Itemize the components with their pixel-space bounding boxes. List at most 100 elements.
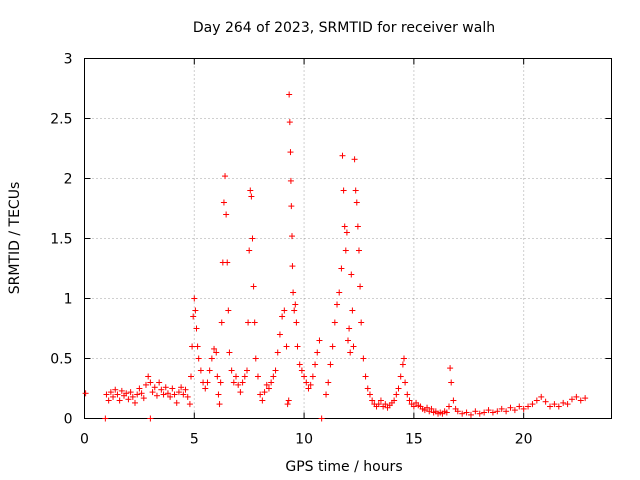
data-point	[447, 365, 454, 372]
data-point	[156, 379, 163, 386]
data-point	[164, 390, 171, 397]
data-point	[192, 307, 199, 314]
data-point	[167, 393, 174, 400]
data-point	[222, 173, 229, 180]
data-point	[285, 397, 292, 404]
y-tick-label: 0	[64, 412, 73, 428]
data-point	[138, 390, 145, 397]
data-point	[350, 343, 357, 350]
data-point	[351, 156, 358, 163]
data-point	[254, 373, 261, 380]
data-point	[366, 391, 373, 398]
data-point	[307, 381, 314, 388]
data-point	[112, 386, 119, 393]
data-point	[107, 389, 114, 396]
data-point	[251, 319, 258, 326]
x-tick-label: 5	[190, 432, 199, 448]
data-point	[347, 349, 354, 356]
data-point	[186, 401, 193, 408]
data-point	[298, 367, 305, 374]
data-point	[309, 373, 316, 380]
data-point	[213, 349, 220, 356]
data-point	[354, 223, 361, 230]
data-point	[147, 415, 154, 422]
data-point	[338, 265, 345, 272]
y-tick-label: 1.5	[50, 232, 72, 248]
data-point	[272, 367, 279, 374]
data-point	[520, 405, 527, 412]
data-point	[448, 379, 455, 386]
data-point	[331, 319, 338, 326]
data-point	[190, 313, 197, 320]
data-point	[171, 391, 178, 398]
data-point	[116, 397, 123, 404]
data-point	[293, 319, 300, 326]
data-point	[218, 319, 225, 326]
data-point	[397, 373, 404, 380]
data-point	[247, 187, 254, 194]
data-point	[250, 283, 257, 290]
data-point	[283, 343, 290, 350]
data-point	[202, 385, 209, 392]
data-point	[189, 343, 196, 350]
data-point	[402, 379, 409, 386]
data-point	[103, 391, 110, 398]
data-point	[197, 367, 204, 374]
data-point	[224, 259, 231, 266]
data-point	[582, 395, 589, 402]
y-tick-label: 1	[64, 292, 73, 308]
axis-ticks: 0 0.5 1 1.5 2 2.5 3 0 5 10 15 20	[50, 52, 612, 448]
data-point	[494, 408, 501, 415]
data-point	[329, 343, 336, 350]
data-point	[286, 91, 293, 98]
data-point	[208, 355, 215, 362]
data-point	[290, 289, 297, 296]
data-point	[424, 404, 431, 411]
data-point	[248, 193, 255, 200]
data-point	[555, 403, 562, 410]
data-point	[393, 391, 400, 398]
data-point	[239, 379, 246, 386]
data-point	[276, 331, 283, 338]
data-point	[404, 391, 411, 398]
data-point	[357, 283, 364, 290]
data-point	[349, 307, 356, 314]
y-tick-label: 3	[64, 52, 73, 68]
data-point	[129, 393, 136, 400]
data-point	[284, 401, 291, 408]
data-point	[136, 385, 143, 392]
data-point	[263, 381, 270, 388]
data-point	[450, 397, 457, 404]
data-point	[340, 187, 347, 194]
data-point	[551, 401, 558, 408]
data-point	[303, 379, 310, 386]
data-point	[395, 385, 402, 392]
data-point	[459, 410, 466, 417]
data-point	[246, 247, 253, 254]
data-point	[274, 349, 281, 356]
data-point	[217, 379, 224, 386]
data-point	[140, 395, 147, 402]
data-point	[503, 408, 510, 415]
data-point	[102, 415, 109, 422]
data-point	[158, 386, 165, 393]
data-point	[352, 187, 359, 194]
data-point	[346, 325, 353, 332]
data-point	[288, 203, 295, 210]
data-point	[286, 119, 293, 126]
data-point	[377, 397, 384, 404]
data-point	[525, 403, 532, 410]
data-point	[406, 397, 413, 404]
data-point	[230, 379, 237, 386]
data-point	[289, 233, 296, 240]
data-point	[336, 289, 343, 296]
data-point	[485, 407, 492, 414]
x-tick-label: 0	[80, 432, 89, 448]
data-point	[369, 397, 376, 404]
data-point	[345, 337, 351, 344]
data-point	[215, 391, 222, 398]
data-point	[194, 343, 201, 350]
data-point	[410, 403, 417, 410]
grid-lines	[84, 58, 612, 419]
